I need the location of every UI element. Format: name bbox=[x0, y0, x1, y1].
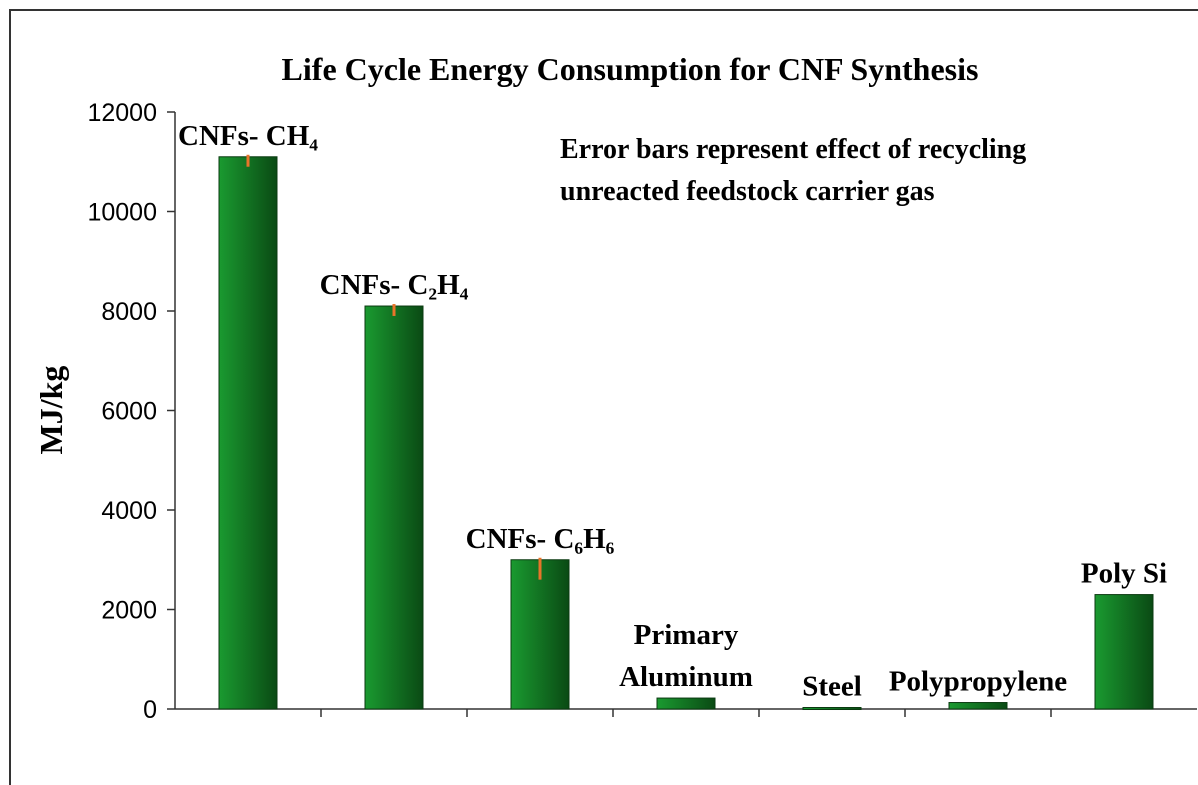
bar bbox=[948, 702, 1008, 710]
bar bbox=[218, 156, 278, 710]
category-label: Primary Aluminum bbox=[619, 619, 753, 693]
y-tick-label: 2000 bbox=[101, 597, 157, 625]
y-axis-label: MJ/kg bbox=[33, 366, 69, 455]
bar bbox=[1094, 594, 1154, 710]
bar bbox=[656, 697, 716, 710]
y-tick-label: 6000 bbox=[101, 398, 157, 426]
bar bbox=[364, 305, 424, 710]
y-tick-label: 0 bbox=[143, 696, 157, 724]
chart-title: Life Cycle Energy Consumption for CNF Sy… bbox=[282, 51, 979, 87]
category-label: Poly Si bbox=[1081, 558, 1167, 590]
category-label: Polypropylene bbox=[889, 666, 1067, 698]
annotation: unreacted feedstock carrier gas bbox=[560, 176, 935, 207]
annotation: Error bars represent effect of recycling bbox=[560, 134, 1026, 165]
bar bbox=[802, 707, 862, 711]
category-label: CNFs- C₂H₄ bbox=[320, 269, 469, 301]
category-label: CNFs- CH₄ bbox=[178, 120, 318, 152]
y-tick-label: 12000 bbox=[87, 99, 157, 127]
category-label: Steel bbox=[802, 671, 862, 703]
y-tick-label: 8000 bbox=[101, 298, 157, 326]
frame bbox=[9, 9, 1198, 785]
bar bbox=[510, 559, 570, 710]
y-tick-label: 10000 bbox=[87, 199, 157, 227]
category-label: CNFs- C₆H₆ bbox=[466, 523, 615, 555]
y-tick-label: 4000 bbox=[101, 497, 157, 525]
